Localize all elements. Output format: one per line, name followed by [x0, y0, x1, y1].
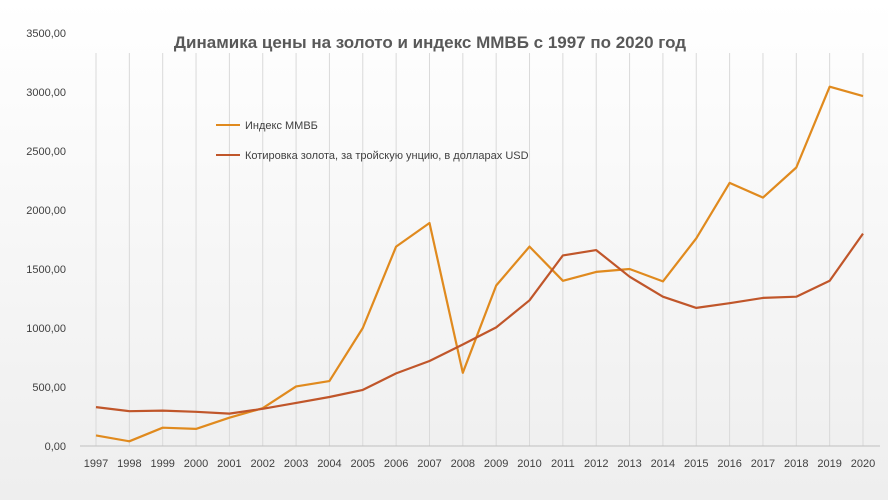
- x-tick-label-2005: 2005: [351, 458, 375, 470]
- y-tick-label: 1500,00: [26, 264, 66, 276]
- x-tick-label-2009: 2009: [484, 458, 508, 470]
- series-line-gold: [95, 232, 864, 415]
- x-tick-label-2014: 2014: [651, 458, 675, 470]
- x-tick-label-2008: 2008: [451, 458, 475, 470]
- x-tick-label-1997: 1997: [84, 458, 108, 470]
- series-group: [95, 85, 864, 443]
- legend-label-mmvb: Индекс ММВБ: [245, 120, 318, 132]
- y-tick-label: 3000,00: [26, 87, 66, 99]
- x-tick-label-2018: 2018: [784, 458, 808, 470]
- x-tick-label-1999: 1999: [150, 458, 174, 470]
- x-tick-label-2007: 2007: [417, 458, 441, 470]
- x-tick-label-2015: 2015: [684, 458, 708, 470]
- y-tick-label: 2000,00: [26, 205, 66, 217]
- grid-lines: [80, 53, 880, 447]
- x-tick-label-2012: 2012: [584, 458, 608, 470]
- y-tick-label: 3500,00: [26, 28, 66, 40]
- x-tick-label-2011: 2011: [551, 458, 575, 470]
- x-tick-label-2020: 2020: [851, 458, 875, 470]
- x-tick-label-2001: 2001: [217, 458, 241, 470]
- x-tick-label-2004: 2004: [317, 458, 341, 470]
- x-tick-label-2013: 2013: [617, 458, 641, 470]
- y-tick-label: 1000,00: [26, 323, 66, 335]
- y-tick-label: 0,00: [45, 441, 66, 453]
- x-tick-label-2006: 2006: [384, 458, 408, 470]
- y-tick-label: 500,00: [32, 382, 66, 394]
- x-tick-label-2002: 2002: [250, 458, 274, 470]
- legend-label-gold: Котировка золота, за тройскую унцию, в д…: [245, 150, 529, 162]
- x-tick-label-2000: 2000: [184, 458, 208, 470]
- chart-title: Динамика цены на золото и индекс ММВБ с …: [174, 33, 686, 52]
- legend: Индекс ММВБ Котировка золота, за тройску…: [216, 120, 529, 162]
- x-tick-label-2019: 2019: [817, 458, 841, 470]
- y-axis: 0,00 500,00 1000,00 1500,00 2000,00 2500,00 30…: [26, 28, 66, 453]
- y-tick-label: 2500,00: [26, 146, 66, 158]
- x-tick-label-1998: 1998: [117, 458, 141, 470]
- x-tick-label-2017: 2017: [751, 458, 775, 470]
- x-tick-label-2016: 2016: [717, 458, 741, 470]
- x-tick-label-2010: 2010: [517, 458, 541, 470]
- x-tick-label-2003: 2003: [284, 458, 308, 470]
- x-axis: 1997 1998 1999 2000 2001 2002 2003 2004 2005 2006…: [84, 458, 875, 470]
- series-line-mmvb: [95, 85, 864, 443]
